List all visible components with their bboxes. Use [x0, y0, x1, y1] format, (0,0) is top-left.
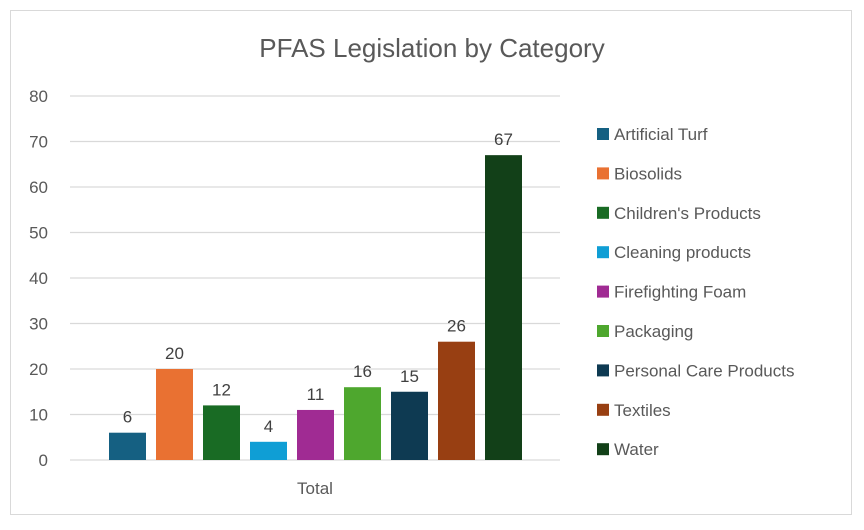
legend-swatch	[597, 246, 609, 259]
y-tick-label: 30	[29, 315, 48, 334]
data-label: 15	[400, 367, 419, 386]
legend-swatch	[597, 128, 609, 140]
data-label: 20	[165, 344, 184, 363]
legend-label: Children's Products	[614, 204, 761, 223]
bar	[109, 432, 146, 460]
legend-swatch	[597, 364, 609, 377]
x-category-label: Total	[297, 479, 333, 498]
chart-title: PFAS Legislation by Category	[259, 33, 604, 63]
legend-label: Textiles	[614, 401, 671, 420]
legend-label: Personal Care Products	[614, 361, 794, 380]
data-label: 12	[212, 380, 231, 399]
legend-swatch	[597, 325, 609, 337]
bar	[203, 405, 240, 460]
bar	[485, 155, 522, 460]
data-label: 6	[123, 408, 132, 427]
legend-swatch	[597, 403, 609, 416]
legend-label: Biosolids	[614, 164, 682, 183]
data-label: 26	[447, 317, 466, 336]
bar	[438, 341, 475, 460]
legend-label: Water	[614, 440, 659, 459]
y-tick-label: 40	[29, 269, 48, 288]
y-tick-label: 0	[39, 451, 48, 470]
y-tick-label: 60	[29, 178, 48, 197]
bar	[344, 387, 381, 460]
data-label: 11	[307, 385, 325, 404]
y-tick-label: 70	[29, 133, 48, 152]
data-label: 4	[264, 417, 273, 436]
legend-label: Cleaning products	[614, 243, 751, 262]
chart-frame	[10, 10, 852, 515]
legend-swatch	[597, 167, 609, 180]
legend-label: Packaging	[614, 322, 693, 341]
legend-swatch	[597, 443, 609, 456]
y-tick-label: 10	[29, 406, 48, 425]
y-tick-label: 50	[29, 224, 48, 243]
data-label: 16	[353, 362, 372, 381]
legend-label: Firefighting Foam	[614, 283, 746, 302]
data-label: 67	[494, 130, 513, 149]
y-tick-label: 80	[29, 87, 48, 106]
bar	[250, 441, 287, 460]
bar	[297, 409, 334, 460]
legend-swatch	[597, 206, 609, 219]
legend-swatch	[597, 285, 609, 298]
y-tick-label: 20	[29, 360, 48, 379]
legend-label: Artificial Turf	[614, 125, 708, 144]
bar	[156, 369, 193, 460]
bar	[391, 391, 428, 460]
